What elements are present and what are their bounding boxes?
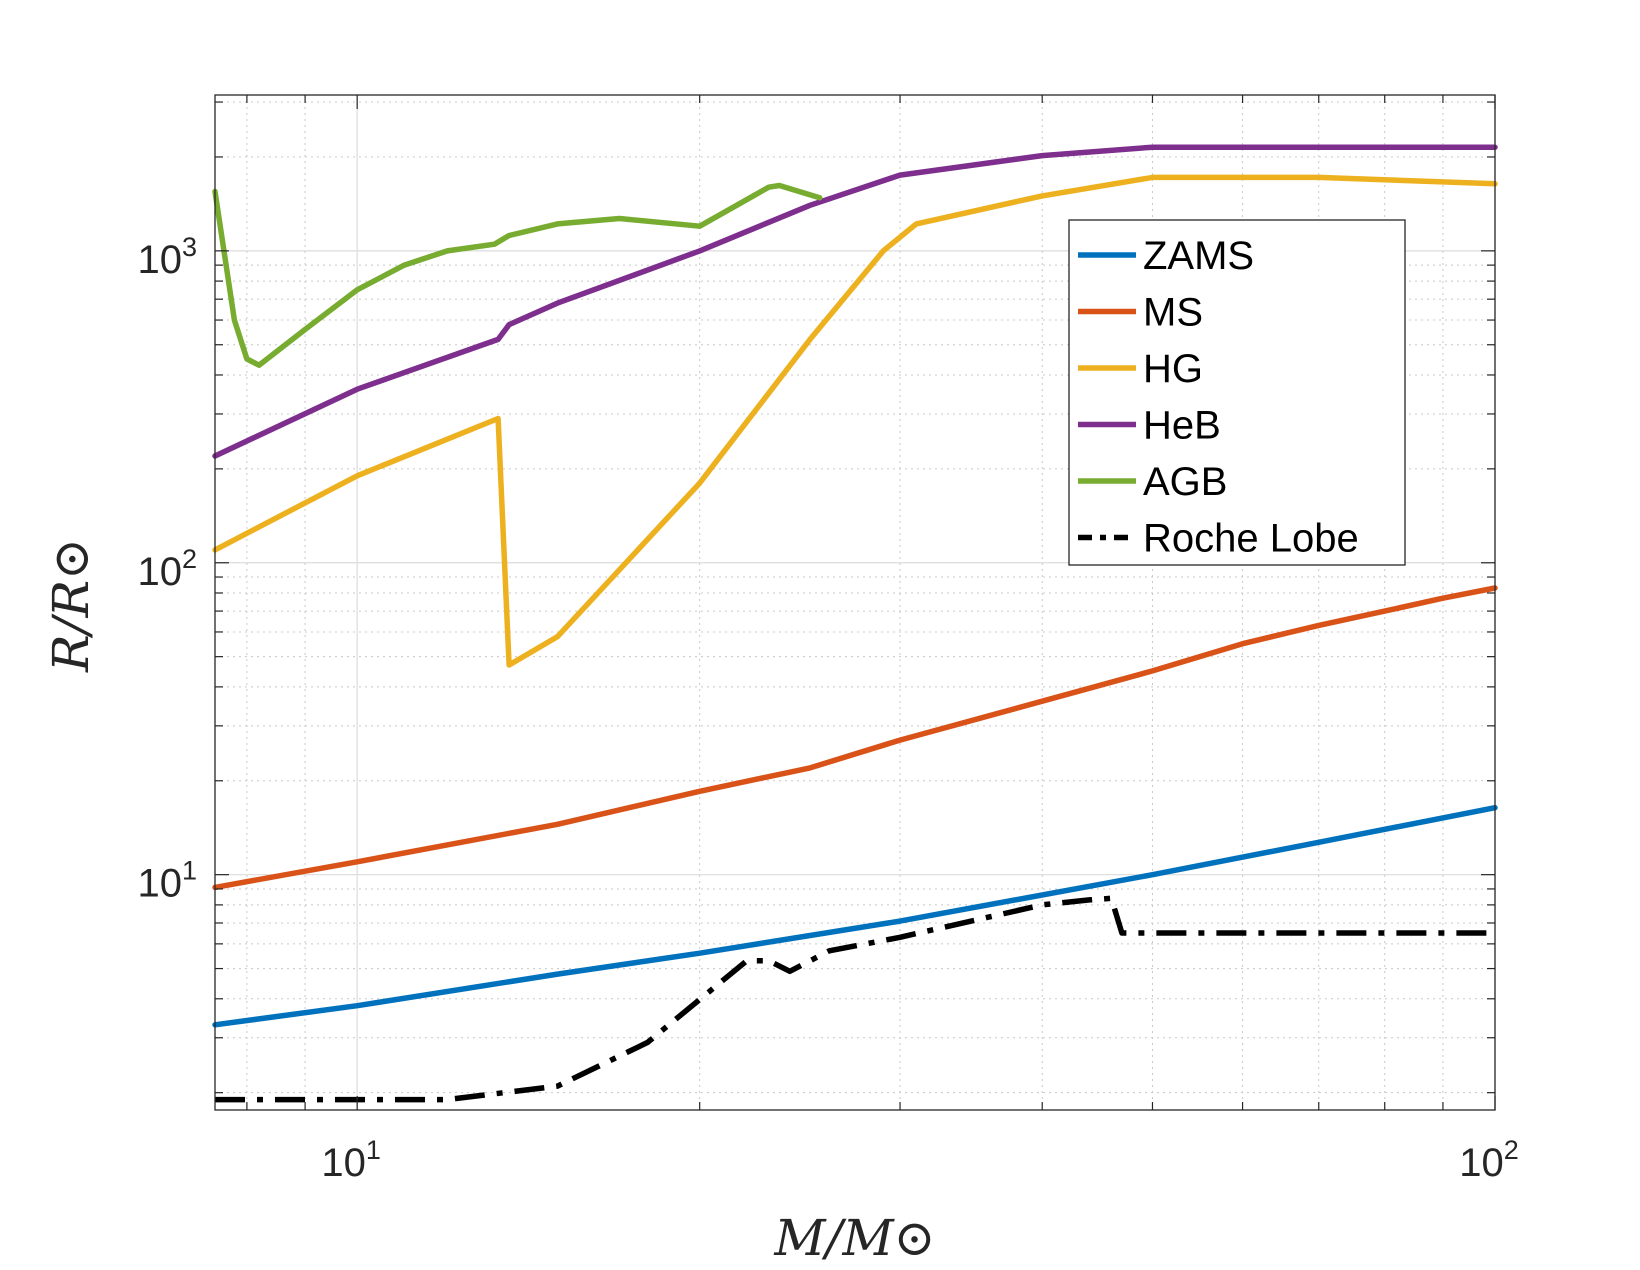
ticks xyxy=(215,95,1496,1110)
x-axis-label: M/M⊙ xyxy=(773,1209,935,1267)
x-tick-label: 102 xyxy=(1459,1135,1519,1185)
series-line-hg xyxy=(212,174,1498,668)
plot-frame xyxy=(214,94,1496,1111)
legend-label: ZAMS xyxy=(1143,234,1254,278)
legend: ZAMS MS HG HeB AGB Roche Lobe xyxy=(1068,219,1406,566)
series-line-agb xyxy=(212,182,823,368)
series-line-ms xyxy=(212,585,1498,891)
y-tick-label: 103 xyxy=(137,232,197,282)
series-line-heb xyxy=(212,144,1498,459)
series-line-zams xyxy=(212,804,1498,1028)
series-line-roche-lobe xyxy=(215,895,1495,1103)
legend-label: Roche Lobe xyxy=(1143,517,1359,561)
legend-label: HG xyxy=(1143,347,1203,391)
legend-label: MS xyxy=(1143,291,1203,335)
x-tick-label: 101 xyxy=(321,1135,381,1185)
legend-entries: ZAMS MS HG HeB AGB Roche Lobe xyxy=(1078,234,1359,561)
y-tick-label: 102 xyxy=(137,544,197,594)
legend-label: AGB xyxy=(1143,460,1227,504)
tick-labels: 101 102 101 102 103 xyxy=(137,232,1518,1185)
y-tick-label: 101 xyxy=(137,856,197,906)
y-axis-label: R/R⊙ xyxy=(42,538,100,673)
legend-label: HeB xyxy=(1143,404,1221,448)
legend-box xyxy=(1068,219,1406,566)
series-layer xyxy=(212,144,1498,1103)
